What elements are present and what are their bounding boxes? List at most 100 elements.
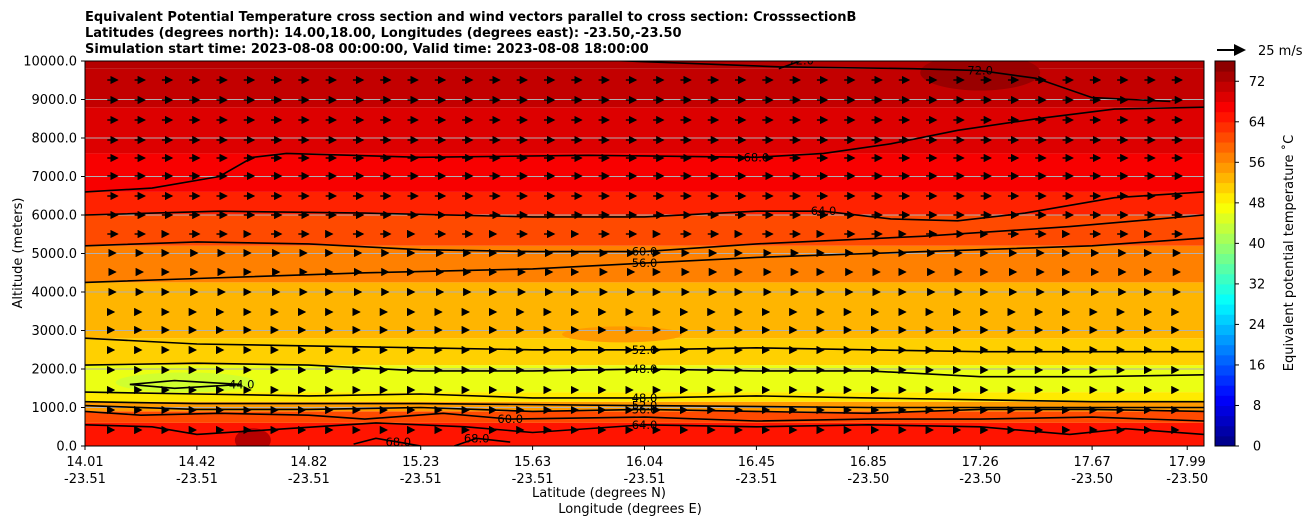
colorbar-segment <box>1215 111 1235 123</box>
x-tick-label-lat: 16.85 <box>850 455 887 470</box>
y-tick-label: 4000.0 <box>32 286 78 301</box>
x-tick-label-lon: -23.50 <box>959 472 1001 487</box>
contour-label: 68.0 <box>386 435 412 449</box>
colorbar-segment <box>1215 334 1235 346</box>
x-tick-label-lon: -23.50 <box>1166 472 1208 487</box>
colorbar-tick-label: 56 <box>1249 156 1266 171</box>
colorbar-segment <box>1215 314 1235 325</box>
colorbar-segment <box>1215 152 1235 163</box>
colorbar-segment <box>1215 233 1235 244</box>
colorbar-segment <box>1215 182 1235 194</box>
contour-label: 72.0 <box>967 64 993 78</box>
filled-band <box>85 392 1204 402</box>
colorbar-tick-label: 8 <box>1253 399 1261 414</box>
y-tick-label: 10000.0 <box>23 55 77 70</box>
x-tick-label-lon: -23.51 <box>624 472 666 487</box>
chart-title-line-1: Equivalent Potential Temperature cross s… <box>85 10 856 25</box>
colorbar-segment <box>1215 243 1235 254</box>
x-tick-label-lon: -23.50 <box>1071 472 1113 487</box>
filled-band <box>85 191 1204 215</box>
contour-label: 68.0 <box>464 431 490 445</box>
y-tick-label: 9000.0 <box>32 93 78 108</box>
contour-label: 68.0 <box>744 150 770 164</box>
colorbar-segment <box>1215 212 1235 224</box>
colorbar-segment <box>1215 273 1235 285</box>
x-tick-label-lat: 15.63 <box>514 455 551 470</box>
colorbar-segment <box>1215 61 1235 72</box>
colorbar-segment <box>1215 101 1235 113</box>
x-tick-label-lat: 14.82 <box>290 455 327 470</box>
filled-band <box>85 422 1204 446</box>
x-tick-label-lat: 17.67 <box>1073 455 1110 470</box>
colorbar-segment <box>1215 142 1235 153</box>
colorbar-tick-label: 0 <box>1253 440 1261 455</box>
x-tick-label-lat: 17.99 <box>1169 455 1206 470</box>
contour-label: 48.0 <box>632 391 658 405</box>
colorbar-tick-label: 16 <box>1249 358 1266 373</box>
y-tick-label: 8000.0 <box>32 132 78 147</box>
contour-label: 72.0 <box>788 54 814 68</box>
contour-line <box>85 391 1204 403</box>
contour-line <box>85 422 1204 436</box>
filled-patch <box>920 61 1041 91</box>
contour-label: 56.0 <box>632 256 658 270</box>
colorbar-tick-label: 48 <box>1249 196 1266 211</box>
x-tick-label-lon: -23.50 <box>847 472 889 487</box>
colorbar-tick-label: 64 <box>1249 115 1266 130</box>
contour-line <box>353 437 421 446</box>
colorbar-segment <box>1215 283 1235 295</box>
colorbar-segment <box>1215 91 1235 103</box>
y-tick-label: 3000.0 <box>32 324 78 339</box>
colorbar-segment <box>1215 344 1235 356</box>
filled-patch <box>562 326 683 343</box>
colorbar-segment <box>1215 324 1235 336</box>
x-tick-label-lat: 14.42 <box>178 455 215 470</box>
colorbar-tick-label: 72 <box>1249 75 1266 90</box>
contour-label: 60.0 <box>632 245 658 259</box>
colorbar-segment <box>1215 375 1235 386</box>
colorbar-segment <box>1215 162 1235 173</box>
x-axis: 14.01 -23.51 14.42 -23.51 14.82 -23.51 15.23 -2… <box>64 446 1208 487</box>
filled-band <box>85 215 1204 246</box>
colorbar-segment <box>1215 253 1235 265</box>
filled-band <box>85 107 1204 154</box>
y-tick-label: 7000.0 <box>32 170 78 185</box>
x-tick-label-lon: -23.51 <box>735 472 777 487</box>
colorbar-segment <box>1215 121 1235 133</box>
colorbar: 0 8 16 24 32 40 48 56 64 72 <box>1214 60 1266 455</box>
filled-band <box>85 401 1204 412</box>
contour-label: 44.0 <box>229 377 255 391</box>
x-tick-label-lat: 15.23 <box>402 455 439 470</box>
contour-label: 52.0 <box>632 343 658 357</box>
y-axis-label: Altitude (meters) <box>11 198 26 309</box>
x-tick-label-lon: -23.51 <box>512 472 554 487</box>
colorbar-label: Equivalent potential temperature ˚C <box>1281 135 1297 371</box>
contour-line <box>778 61 802 70</box>
colorbar-segment <box>1215 172 1235 184</box>
contour-line <box>454 437 511 446</box>
y-tick-label: 2000.0 <box>32 363 78 378</box>
contour-label: 48.0 <box>632 362 658 376</box>
x-tick-label-lon: -23.51 <box>400 472 442 487</box>
colorbar-tick-label: 40 <box>1249 237 1266 252</box>
colorbar-tick-label: 32 <box>1249 277 1266 292</box>
quiver-key: 25 m/s <box>1217 44 1303 59</box>
colorbar-segment <box>1215 131 1235 143</box>
colorbar-segment <box>1215 81 1235 92</box>
quiver-key-label: 25 m/s <box>1258 44 1303 59</box>
colorbar-segment <box>1215 304 1235 315</box>
contour-line <box>129 379 242 390</box>
contour-label: 56.0 <box>632 402 658 416</box>
colorbar-segment <box>1215 263 1235 275</box>
y-tick-label: 0.0 <box>56 440 77 455</box>
contour-line <box>85 214 1204 253</box>
colorbar-segment <box>1215 425 1235 437</box>
x-tick-label-lat: 17.26 <box>962 455 999 470</box>
contour-label: 64.0 <box>811 204 837 218</box>
y-axis: 0.0 1000.0 2000.0 3000.0 4000.0 5000.0 6000.0 7… <box>23 55 85 455</box>
x-tick-label-lat: 14.01 <box>66 455 103 470</box>
colorbar-segment <box>1215 385 1235 396</box>
chart-title-line-3: Simulation start time: 2023-08-08 00:00:… <box>85 42 649 57</box>
colorbar-segment <box>1215 354 1235 366</box>
